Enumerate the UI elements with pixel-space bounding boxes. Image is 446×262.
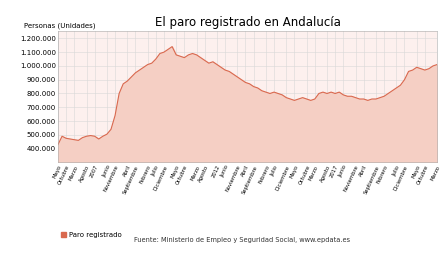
Legend: Paro registrado: Paro registrado [62,232,122,238]
Text: Personas (Unidades): Personas (Unidades) [24,22,95,29]
Title: El paro registrado en Andalucía: El paro registrado en Andalucía [155,16,340,29]
Text: Fuente: Ministerio de Empleo y Seguridad Social, www.epdata.es: Fuente: Ministerio de Empleo y Seguridad… [134,237,350,243]
